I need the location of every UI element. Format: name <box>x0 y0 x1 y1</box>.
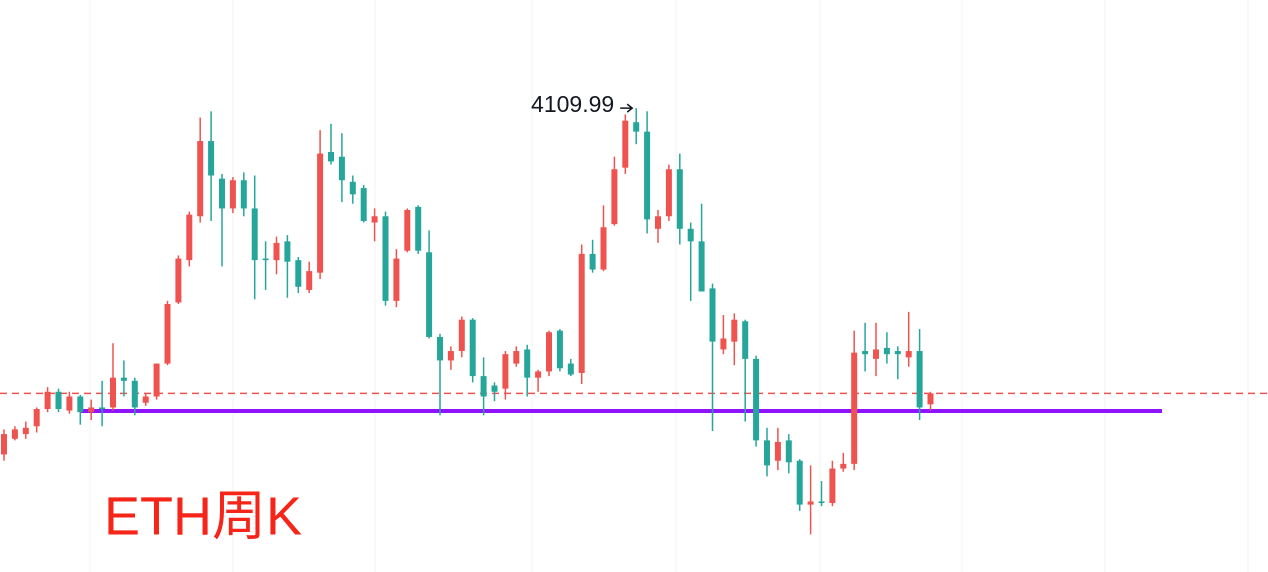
candle-body <box>458 319 465 352</box>
candle-body <box>349 181 356 195</box>
candle-body <box>110 377 116 408</box>
candle-body <box>120 377 127 381</box>
candle-body <box>513 351 520 364</box>
candle-body <box>720 338 727 350</box>
candle-body <box>219 178 225 209</box>
candle-body <box>11 429 18 439</box>
candle-body <box>731 319 738 342</box>
candle-body <box>295 260 302 287</box>
candle-body <box>186 214 193 261</box>
candle-body <box>55 391 62 410</box>
candle-body <box>502 354 509 389</box>
candle-body <box>655 216 661 229</box>
candle-body <box>426 252 433 337</box>
candle-body <box>371 216 378 223</box>
candle-body <box>197 141 204 217</box>
high-label: 4109.99 <box>531 91 614 117</box>
candle-body <box>77 396 84 413</box>
candle-body <box>208 141 215 176</box>
candle-body <box>88 407 95 413</box>
candle-body <box>262 258 269 261</box>
candle-body <box>709 288 716 342</box>
candle-body <box>622 120 629 168</box>
candle-body <box>480 376 487 397</box>
candle-body <box>916 351 923 408</box>
candle-body <box>633 122 640 132</box>
candle-body <box>415 206 422 251</box>
candle-body <box>535 371 542 378</box>
candle-body <box>524 349 531 378</box>
candle-body <box>785 440 792 463</box>
candle-body <box>99 407 106 410</box>
candle-body <box>851 352 858 464</box>
candle-body <box>338 156 345 181</box>
candle-body <box>469 319 476 377</box>
candle-body <box>328 152 334 162</box>
candle-body <box>589 253 596 270</box>
candle-body <box>927 393 934 405</box>
candle-body <box>44 391 51 410</box>
candle-body <box>829 468 836 504</box>
candle-body <box>676 169 683 229</box>
candle-body <box>491 385 498 392</box>
candle-body <box>360 188 367 221</box>
candle-body <box>131 380 138 408</box>
candle-body <box>873 349 879 359</box>
candle-body <box>153 363 160 397</box>
candle-body <box>894 351 901 355</box>
candle-body <box>665 169 672 217</box>
candle-body <box>306 271 313 290</box>
candle-body <box>546 332 552 372</box>
candle-body <box>644 131 651 220</box>
candle-body <box>447 351 454 361</box>
candle-body <box>164 304 171 364</box>
candle-body <box>862 351 869 355</box>
candle-body <box>556 330 563 369</box>
chart-title: ETH周K <box>104 486 302 546</box>
candle-body <box>698 241 705 292</box>
candle-body <box>284 241 291 262</box>
grid <box>89 0 1249 572</box>
candle-body <box>753 358 760 441</box>
candle-body <box>22 427 29 435</box>
candle-body <box>578 253 585 373</box>
candle-body <box>1 434 7 455</box>
candle-body <box>567 363 574 375</box>
candle-body <box>883 347 890 355</box>
candle-body <box>796 460 803 505</box>
candle-body <box>175 258 182 303</box>
candle-body <box>905 351 912 358</box>
candle-body <box>66 396 73 411</box>
candle-body <box>774 441 781 461</box>
candle-body <box>437 336 443 361</box>
candle-body <box>142 396 149 403</box>
candle-body <box>317 153 324 273</box>
candle-body <box>840 463 847 469</box>
candle-body <box>687 228 694 242</box>
candle-body <box>611 169 618 225</box>
candle-body <box>382 216 389 301</box>
candle-body <box>404 209 411 251</box>
candle-body <box>742 321 749 359</box>
plot <box>0 108 1268 535</box>
candle-body <box>33 409 40 427</box>
candle-body <box>600 227 607 270</box>
candle-body <box>807 501 814 505</box>
candle-body <box>273 242 280 261</box>
candle-body <box>818 501 825 504</box>
candle-body <box>764 440 770 466</box>
candle-body <box>240 180 247 209</box>
candle-body <box>393 258 400 301</box>
high-arrow <box>620 103 634 113</box>
candle-body <box>229 180 236 209</box>
candle-body <box>251 208 258 261</box>
